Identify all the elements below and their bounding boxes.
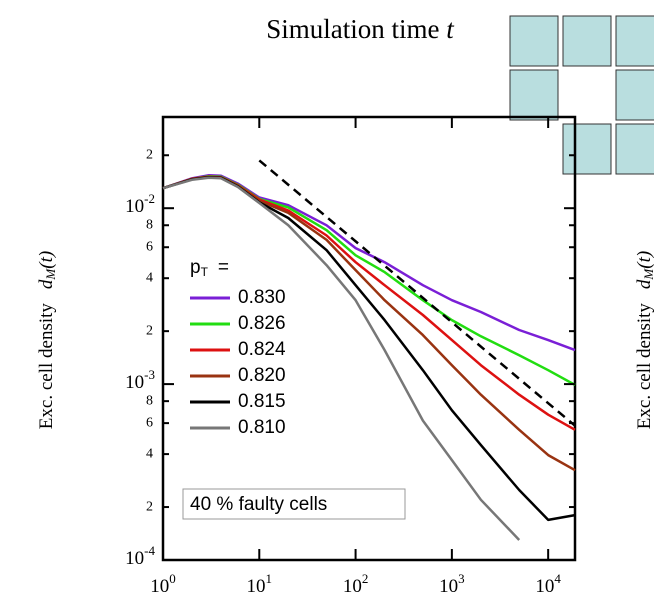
x-tick-label-base: 10	[343, 576, 362, 597]
x-axis-title: Simulation time t	[266, 14, 455, 44]
x-tick-label-exponent: 3	[458, 571, 465, 586]
legend-title-equals: =	[218, 257, 229, 278]
tile	[562, 15, 612, 67]
y-tick-label: 8	[146, 393, 153, 408]
x-tick-label-base: 10	[247, 576, 266, 597]
y-axis-title-subscript: M	[641, 268, 654, 281]
tile	[509, 15, 559, 67]
y-axis-title-symbol: d	[634, 279, 654, 289]
x-axis-title-text: Simulation time	[266, 14, 446, 44]
y-tick-label-exponent: -2	[144, 191, 155, 206]
decoration-tiles	[509, 15, 654, 175]
y-tick-label: 10-4	[125, 543, 155, 569]
y-axis-title-text: Exc. cell density	[36, 303, 57, 430]
legend-label: 0.810	[238, 417, 286, 438]
legend-label: 0.830	[238, 287, 286, 308]
y-tick-label: 10-2	[125, 191, 155, 217]
x-tick-label: 104	[535, 571, 561, 597]
reference-line	[258, 159, 576, 427]
legend-title: pT =	[190, 257, 229, 279]
annotation: 40 % faulty cells	[190, 494, 327, 515]
y-tick-label-base: 10	[125, 372, 144, 393]
x-axis-title-symbol: t	[446, 14, 455, 44]
annotation-box	[182, 488, 406, 520]
y-tick-label: 4	[146, 446, 153, 461]
tile	[509, 69, 559, 121]
y-axis-title-symbol: d	[36, 279, 57, 289]
y-tick-label: 6	[146, 415, 153, 430]
y-tick-label-exponent: -4	[144, 543, 155, 558]
tile	[615, 123, 654, 175]
y-tick-label-base: 10	[125, 197, 144, 218]
y-axis-title-argument: (t)	[634, 251, 654, 269]
legend-label: 0.826	[238, 313, 286, 334]
x-tick-label: 102	[343, 571, 369, 597]
y-tick-label: 6	[146, 239, 153, 254]
y-tick-label: 2	[146, 499, 153, 514]
x-tick-label-base: 10	[439, 576, 458, 597]
x-tick-label-exponent: 2	[362, 571, 369, 586]
x-tick-label: 100	[150, 571, 176, 597]
tile	[562, 123, 612, 175]
y-axis-title: Exc. cell density dM(t)	[36, 251, 58, 429]
x-tick-label-exponent: 1	[266, 571, 273, 586]
y-tick-label: 2	[146, 147, 153, 162]
x-tick-label-exponent: 0	[169, 571, 176, 586]
plot-frame	[161, 115, 577, 562]
legend-label: 0.824	[238, 339, 286, 360]
x-tick-label: 103	[439, 571, 465, 597]
y-axis-title-right: Exc. cell density dM(t)	[634, 251, 654, 429]
y-axis-title-argument: (t)	[36, 251, 57, 269]
x-tick-label-base: 10	[150, 576, 169, 597]
x-tick-label: 101	[247, 571, 273, 597]
legend-label: 0.815	[238, 391, 286, 412]
y-tick-label: 2	[146, 323, 153, 338]
tile	[615, 15, 654, 67]
y-tick-label: 8	[146, 217, 153, 232]
series-line	[162, 176, 521, 541]
x-tick-label-base: 10	[535, 576, 554, 597]
y-axis-title-subscript: M	[43, 268, 58, 281]
legend-label: 0.820	[238, 365, 286, 386]
y-tick-label: 4	[146, 270, 153, 285]
y-tick-label: 10-3	[125, 367, 155, 393]
x-tick-label-exponent: 4	[554, 571, 561, 586]
y-tick-label-exponent: -3	[144, 367, 155, 382]
series-line	[162, 174, 576, 386]
tile	[615, 69, 654, 121]
plot-area	[162, 159, 576, 541]
legend-title-subscript: T	[201, 265, 209, 279]
y-tick-label-base: 10	[125, 548, 144, 569]
y-axis-title-text: Exc. cell density	[634, 303, 654, 430]
legend-title-symbol: p	[190, 257, 201, 278]
